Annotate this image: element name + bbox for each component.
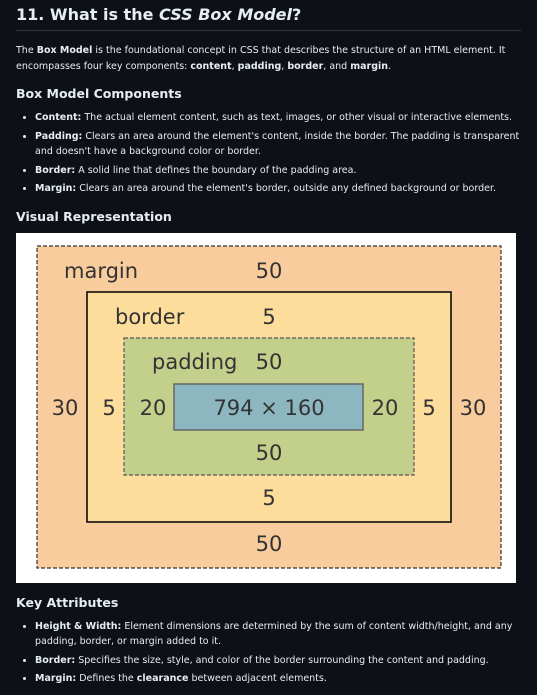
margin-left-value: 30 <box>52 396 79 420</box>
padding-label: padding <box>152 350 237 374</box>
border-right-value: 5 <box>422 396 435 420</box>
list-item: Padding: Clears an area around the eleme… <box>35 129 521 160</box>
box-model-diagram: margin 50 50 30 30 border 5 5 5 5 paddin… <box>16 232 516 583</box>
margin-bottom-value: 50 <box>256 532 283 556</box>
content-box <box>173 382 364 431</box>
margin-label: margin <box>64 259 138 283</box>
border-label: border <box>115 305 185 329</box>
box-model-svg: margin 50 50 30 30 border 5 5 5 5 paddin… <box>36 244 502 569</box>
title-emphasis: CSS Box Model <box>159 5 293 24</box>
margin-top-value: 50 <box>256 259 283 283</box>
padding-bottom-value: 50 <box>256 441 283 465</box>
list-item: Border: A solid line that defines the bo… <box>35 163 521 179</box>
intro-paragraph: The Box Model is the foundational concep… <box>16 45 506 72</box>
content-size-value: 794 × 160 <box>213 396 324 420</box>
list-item: Margin: Clears an area around the elemen… <box>35 181 521 197</box>
padding-top-value: 50 <box>256 350 283 374</box>
border-bottom-value: 5 <box>262 486 275 510</box>
title-end: ? <box>292 5 302 24</box>
components-heading: Box Model Components <box>16 86 182 101</box>
padding-right-value: 20 <box>372 396 399 420</box>
list-item: Height & Width: Element dimensions are d… <box>35 619 521 650</box>
margin-right-value: 30 <box>460 396 487 420</box>
page-title: 11. What is the CSS Box Model? <box>16 0 521 31</box>
border-top-value: 5 <box>262 305 275 329</box>
list-item: Border: Specifies the size, style, and c… <box>35 653 521 669</box>
list-item: Content: The actual element content, suc… <box>35 110 521 126</box>
components-list: Content: The actual element content, suc… <box>16 110 521 197</box>
visual-heading: Visual Representation <box>16 208 172 224</box>
attributes-list: Height & Width: Element dimensions are d… <box>16 619 521 687</box>
list-item: Margin: Defines the clearance between ad… <box>35 671 521 687</box>
title-number: 11. What is the <box>16 5 160 24</box>
padding-left-value: 20 <box>140 396 167 420</box>
border-left-value: 5 <box>102 396 115 420</box>
attributes-heading: Key Attributes <box>16 594 119 610</box>
